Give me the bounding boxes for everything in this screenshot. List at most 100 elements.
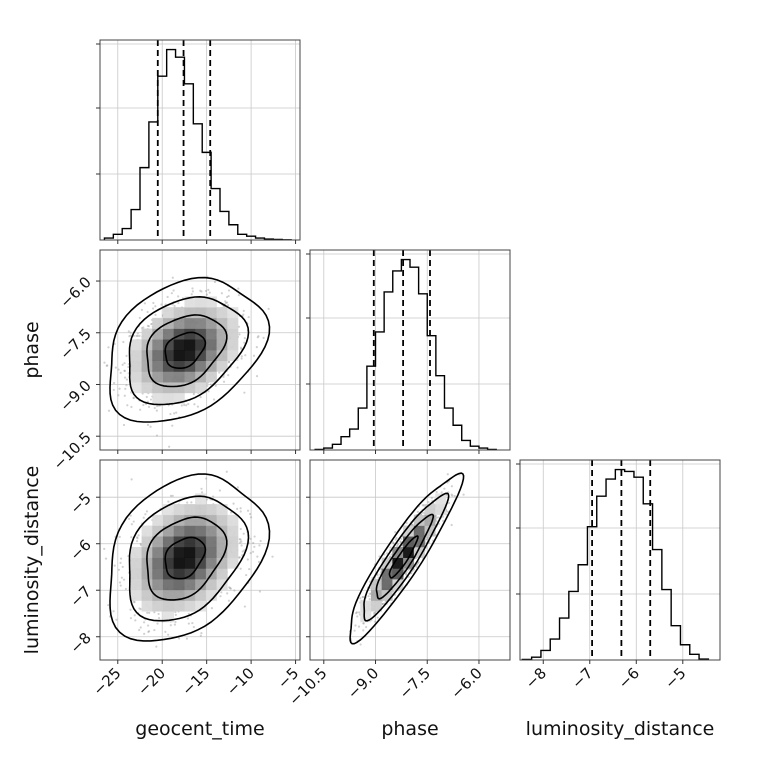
sample-point (157, 612, 160, 616)
sample-point (155, 409, 158, 412)
density-bin (163, 350, 175, 362)
sample-point (252, 541, 255, 545)
sample-point (435, 490, 438, 494)
density-bin (424, 504, 436, 516)
contour-line (109, 473, 271, 642)
sample-point (394, 531, 397, 534)
sample-point (129, 514, 132, 517)
sample-point (200, 632, 203, 635)
sample-point (139, 542, 142, 545)
sample-point (186, 617, 190, 620)
sample-point (255, 346, 258, 349)
sample-point (218, 371, 221, 374)
sample-point (450, 485, 453, 488)
sample-point (124, 587, 128, 591)
sample-point (172, 289, 175, 292)
density-bin (216, 579, 228, 591)
x-tick-label: −6 (615, 664, 643, 692)
density-bin (195, 589, 207, 601)
sample-point (271, 555, 274, 558)
sample-point (394, 538, 397, 541)
density-bin (205, 514, 217, 526)
density-bin (184, 371, 196, 383)
sample-point (247, 316, 250, 319)
sample-point (362, 622, 365, 625)
contour-line (146, 314, 228, 388)
sample-point (104, 557, 108, 560)
sample-point (218, 489, 221, 492)
sample-point (237, 325, 241, 328)
density-bin (152, 360, 164, 372)
sample-point (105, 364, 108, 367)
sample-point (229, 586, 232, 590)
sample-point (237, 556, 240, 559)
density-bin (173, 514, 185, 526)
density-bin (152, 392, 164, 404)
sample-point (207, 288, 210, 292)
panel-content (100, 460, 300, 660)
density-bin (141, 525, 153, 537)
density-bin (227, 546, 239, 558)
density-bin (392, 557, 404, 569)
sample-point (450, 493, 453, 496)
density-bin (370, 600, 382, 612)
sample-point (132, 397, 135, 400)
sample-point (390, 553, 393, 556)
density-bin (163, 536, 175, 548)
sample-point (107, 409, 111, 412)
sample-point (125, 384, 128, 387)
sample-point (147, 325, 150, 328)
sample-point (258, 590, 262, 593)
density-bin (403, 525, 415, 537)
sample-point (173, 412, 176, 415)
density-bin (141, 600, 153, 612)
sample-point (123, 362, 126, 365)
sample-point (239, 507, 242, 510)
sample-point (185, 637, 189, 640)
sample-point (442, 519, 445, 522)
density-bin (392, 579, 404, 591)
sample-point (262, 336, 265, 339)
sample-point (450, 523, 453, 527)
sample-point (146, 611, 149, 614)
sample-point (443, 487, 446, 490)
sample-point (135, 334, 138, 338)
contour-line (164, 331, 207, 369)
sample-point (246, 558, 249, 561)
sample-point (155, 645, 158, 648)
density-bin (163, 307, 175, 319)
sample-point (144, 513, 147, 516)
sample-point (151, 307, 155, 310)
sample-point (138, 316, 141, 319)
density-bin (381, 568, 393, 580)
density-bin (163, 371, 175, 383)
hist-panel-geocent_time (96, 39, 301, 244)
contour-line (128, 495, 250, 622)
sample-point (483, 457, 485, 459)
y-tick-label: −9.0 (56, 377, 94, 415)
sample-point (155, 434, 159, 437)
sample-point (359, 643, 362, 646)
contour-line (164, 536, 207, 580)
density-bin (413, 546, 425, 558)
contour-line (349, 472, 465, 645)
sample-point (118, 535, 121, 539)
density-bin (152, 339, 164, 351)
sample-point (396, 543, 400, 546)
sample-point (249, 537, 252, 540)
sample-point (177, 295, 180, 298)
sample-point (135, 536, 139, 539)
density-bin (152, 589, 164, 601)
density-bin (195, 307, 207, 319)
density-bin (205, 328, 217, 340)
sample-point (127, 330, 130, 333)
density-bin (152, 600, 164, 612)
sample-point (142, 403, 145, 407)
density-bin (184, 568, 196, 580)
sample-point (239, 346, 243, 349)
sample-point (135, 540, 139, 543)
sample-point (196, 405, 200, 408)
density-bin (195, 317, 207, 329)
sample-point (238, 333, 241, 336)
sample-point (241, 550, 244, 553)
